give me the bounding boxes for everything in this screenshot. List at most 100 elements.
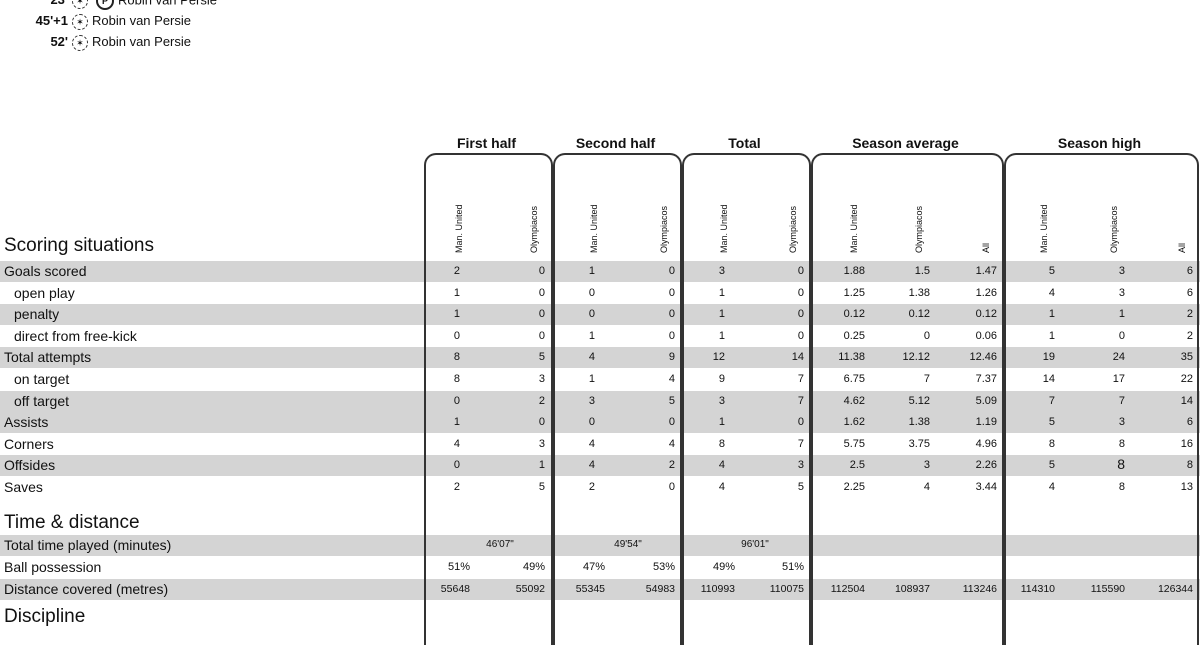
cell-value: 1.38 [908,416,930,429]
cell-value: 6 [1186,286,1193,299]
row-label: Goals scored [4,263,87,279]
cell-value: 2 [538,394,545,407]
cell-value: 1 [718,416,725,429]
cell-value: 3.44 [975,481,997,493]
scorer-line: 52' ✶ Robin van Persie [18,34,191,51]
football-icon: ✶ [72,13,88,30]
table-row: Ball possession 51% 49% 47% 53% 49% 51% [0,557,1200,578]
table-row: on target 8 3 1 4 9 7 6.75 7 7.37 14 17 22 [0,369,1200,390]
cell-value: 0.12 [843,308,865,321]
cell-value: 2.5 [849,459,865,472]
cell-value: 1 [1118,308,1125,321]
row-label: Assists [4,414,49,431]
column-group-title: Total [728,135,761,151]
column-header-home: Man. United [454,204,464,253]
row-label: Distance covered (metres) [4,581,169,597]
cell-value: 7 [923,373,930,385]
cell-value: 3 [718,394,725,407]
cell-value: 0 [668,416,675,429]
row-label: on target [14,371,70,387]
column-header-away: Olympiacos [529,205,539,253]
cell-value: 7 [1118,394,1125,407]
cell-value: 0.06 [975,329,997,342]
cell-value: 0 [1118,329,1125,342]
cell-value: 4 [588,351,595,364]
cell-value: 110993 [700,583,735,595]
row-label: open play [14,284,75,301]
cell-value: 1 [453,286,460,299]
cell-value: 51% [781,561,804,573]
cell-value: 2 [588,481,595,493]
cell-value: 9 [718,373,725,385]
cell-value: 8 [1118,481,1125,493]
cell-value: 2 [668,459,675,472]
cell-value: 49'54" [614,539,642,550]
cell-value: 0 [453,329,460,342]
scorer-name: Robin van Persie [92,34,191,49]
cell-value: 6 [1186,265,1193,277]
cell-value: 0 [797,265,804,277]
cell-value: 12 [712,351,725,364]
column-group-title: Season high [1057,135,1142,151]
cell-value: 8 [453,373,460,385]
cell-value: 0 [453,459,460,472]
column-header-home: Man. United [589,204,599,253]
table-row: Total time played (minutes) 46'07" 49'54" 9… [0,535,1200,556]
cell-value: 3 [538,437,545,450]
cell-value: 114310 [1020,583,1055,595]
section-heading: Scoring situations [4,235,154,256]
cell-value: 49% [522,561,545,573]
cell-value: 1 [1048,329,1055,342]
cell-value: 5.12 [908,394,930,407]
cell-value: 0 [668,265,675,277]
cell-value: 1 [1048,308,1055,321]
table-row: off target 0 2 3 5 3 7 4.62 5.12 5.09 7 7 14 [0,390,1200,412]
column-header-home: Man. United [1039,204,1049,253]
cell-value: 0 [538,329,545,342]
cell-value: 0.12 [975,308,997,321]
section-heading: Discipline [4,606,86,627]
cell-value: 1.62 [843,416,865,429]
cell-value: 1.19 [975,416,997,429]
cell-value: 5 [538,351,545,364]
cell-value: 5 [538,481,545,493]
cell-value: 108937 [894,583,930,595]
column-header-away: Olympiacos [1109,205,1119,253]
cell-value: 0 [668,481,675,493]
row-label: off target [14,392,70,409]
column-group-title: Season average [852,135,959,151]
row-label: Offsides [4,457,56,474]
row-label: Saves [4,479,43,495]
cell-value: 126344 [1157,583,1193,595]
table-row: penalty 1 0 0 0 1 0 0.12 0.12 0.12 1 1 2 [0,304,1200,326]
cell-value: 2.25 [843,481,865,493]
table-row: Assists 1 0 0 0 1 0 1.62 1.38 1.19 5 3 6 [0,412,1200,434]
cell-value: 1 [718,308,725,321]
row-label: Corners [4,435,54,452]
cell-value: 96'01" [741,539,769,550]
table-row: Total attempts 8 5 4 9 12 14 11.38 12.12 12.46 19 2… [0,347,1200,369]
cell-value: 17 [1112,373,1125,385]
cell-value: 5 [797,481,804,493]
goal-minute: 52' [50,34,68,49]
cell-value: 0 [588,308,595,321]
cell-value: 11.38 [838,351,865,364]
column-header-all: All [1177,242,1187,253]
cell-value: 47% [582,561,605,573]
cell-value: 3 [588,394,595,407]
column-header-home: Man. United [849,204,859,253]
penalty-icon: P [96,0,114,10]
cell-value: 5 [1048,265,1055,277]
cell-value: 3 [797,459,804,472]
cell-value: 2 [453,265,460,277]
cell-value: 0 [668,308,675,321]
table-row: Corners 4 3 4 4 8 7 5.75 3.75 4.96 8 8 16 [0,434,1200,455]
cell-value: 4.96 [975,437,997,450]
cell-value: 2 [1186,329,1193,342]
cell-value: 4 [718,481,725,493]
cell-value: 5 [668,394,675,407]
cell-value: 14 [1042,373,1055,385]
cell-value: 7.37 [975,373,997,385]
cell-value: 55345 [575,583,605,595]
cell-value: 24 [1112,351,1125,364]
